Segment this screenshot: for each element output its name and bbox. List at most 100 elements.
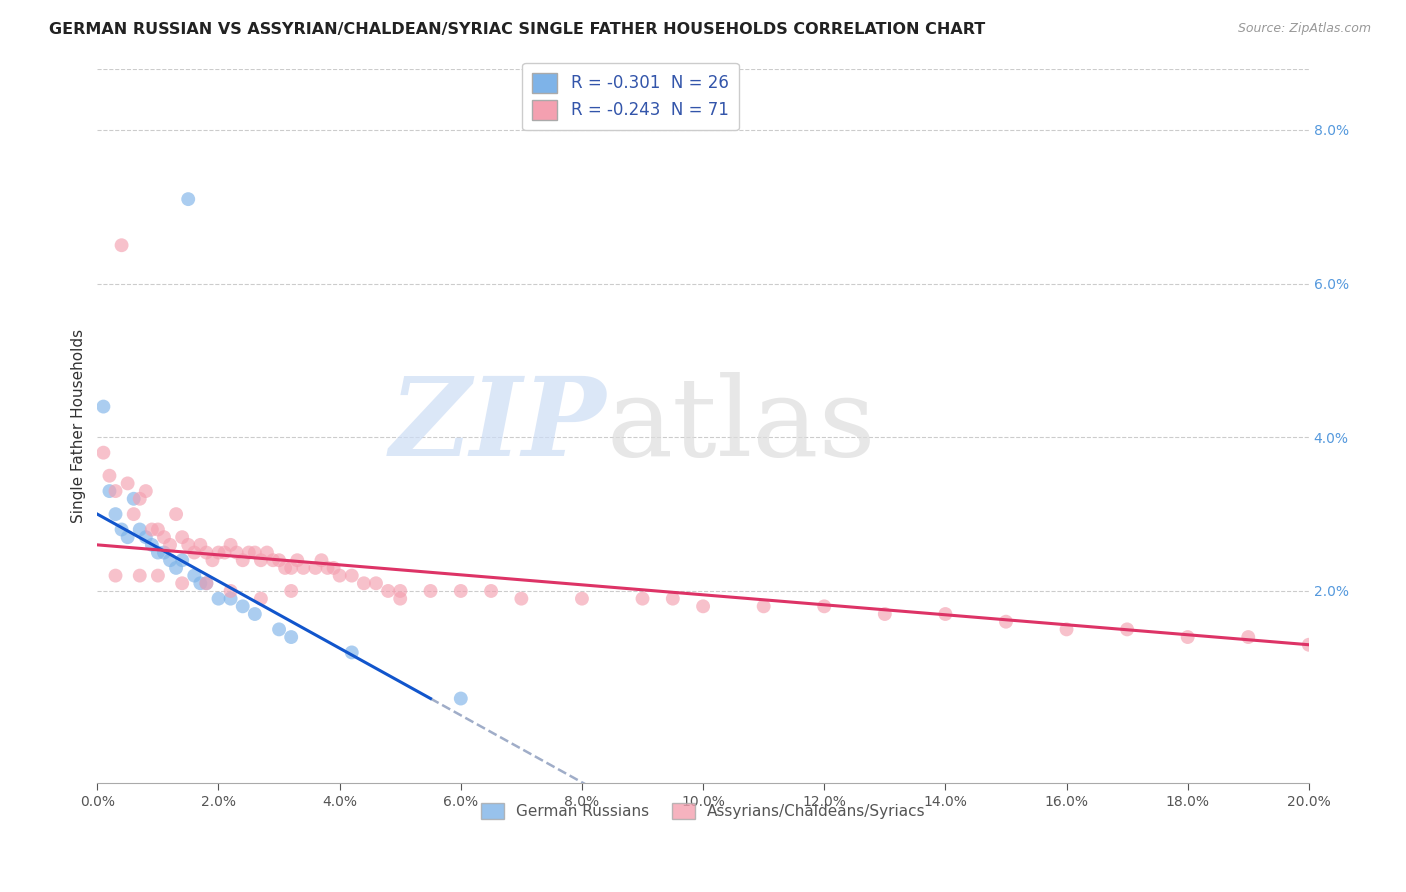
Point xyxy=(752,599,775,614)
Point xyxy=(1237,630,1260,644)
Point xyxy=(117,476,139,491)
Point xyxy=(188,538,211,552)
Point xyxy=(135,484,157,499)
Point xyxy=(238,545,260,559)
Point xyxy=(662,591,685,606)
Text: Source: ZipAtlas.com: Source: ZipAtlas.com xyxy=(1237,22,1371,36)
Point xyxy=(172,530,194,544)
Point xyxy=(183,545,205,559)
Point xyxy=(219,538,242,552)
Point xyxy=(153,530,176,544)
Point xyxy=(117,530,139,544)
Point xyxy=(364,576,387,591)
Point xyxy=(195,545,218,559)
Point xyxy=(195,576,218,591)
Point xyxy=(274,561,297,575)
Point xyxy=(267,623,290,637)
Point xyxy=(250,553,273,567)
Point xyxy=(98,484,121,499)
Point xyxy=(165,561,187,575)
Point xyxy=(172,576,194,591)
Point xyxy=(207,591,229,606)
Point xyxy=(285,553,308,567)
Text: atlas: atlas xyxy=(606,372,876,479)
Point xyxy=(322,561,344,575)
Point xyxy=(195,576,218,591)
Point xyxy=(389,591,412,606)
Point xyxy=(141,538,163,552)
Text: GERMAN RUSSIAN VS ASSYRIAN/CHALDEAN/SYRIAC SINGLE FATHER HOUSEHOLDS CORRELATION : GERMAN RUSSIAN VS ASSYRIAN/CHALDEAN/SYRI… xyxy=(49,22,986,37)
Point xyxy=(122,491,145,506)
Point xyxy=(1056,623,1078,637)
Point xyxy=(232,599,254,614)
Point xyxy=(994,615,1017,629)
Point xyxy=(1298,638,1320,652)
Point xyxy=(280,561,302,575)
Point xyxy=(692,599,714,614)
Point xyxy=(128,523,150,537)
Point xyxy=(250,591,273,606)
Point xyxy=(183,568,205,582)
Point xyxy=(631,591,654,606)
Point xyxy=(304,561,326,575)
Point xyxy=(1116,623,1139,637)
Point xyxy=(177,192,200,206)
Point xyxy=(934,607,956,621)
Point xyxy=(292,561,315,575)
Point xyxy=(207,545,229,559)
Point xyxy=(353,576,375,591)
Point xyxy=(377,584,399,599)
Legend: German Russians, Assyrians/Chaldeans/Syriacs: German Russians, Assyrians/Chaldeans/Syr… xyxy=(474,797,932,825)
Point xyxy=(135,530,157,544)
Point xyxy=(146,545,169,559)
Point xyxy=(479,584,502,599)
Point xyxy=(110,238,132,252)
Point xyxy=(98,468,121,483)
Point xyxy=(201,553,224,567)
Point xyxy=(389,584,412,599)
Point xyxy=(188,576,211,591)
Point xyxy=(177,538,200,552)
Point xyxy=(122,507,145,521)
Point xyxy=(450,691,472,706)
Point xyxy=(419,584,441,599)
Point xyxy=(329,568,352,582)
Point xyxy=(280,630,302,644)
Point xyxy=(214,545,236,559)
Point xyxy=(93,400,115,414)
Point xyxy=(243,545,266,559)
Point xyxy=(450,584,472,599)
Point xyxy=(146,523,169,537)
Point xyxy=(311,553,333,567)
Text: ZIP: ZIP xyxy=(389,372,606,480)
Point xyxy=(267,553,290,567)
Point xyxy=(256,545,278,559)
Point xyxy=(165,507,187,521)
Point xyxy=(1177,630,1199,644)
Point xyxy=(340,568,363,582)
Point xyxy=(146,568,169,582)
Point xyxy=(243,607,266,621)
Point xyxy=(316,561,339,575)
Point xyxy=(104,568,127,582)
Point xyxy=(232,553,254,567)
Point xyxy=(153,545,176,559)
Point xyxy=(225,545,247,559)
Point xyxy=(873,607,896,621)
Point xyxy=(340,645,363,659)
Point xyxy=(104,484,127,499)
Point xyxy=(128,491,150,506)
Point xyxy=(104,507,127,521)
Point xyxy=(172,553,194,567)
Point xyxy=(110,523,132,537)
Point xyxy=(262,553,284,567)
Point xyxy=(571,591,593,606)
Y-axis label: Single Father Households: Single Father Households xyxy=(72,329,86,523)
Point xyxy=(219,584,242,599)
Point xyxy=(128,568,150,582)
Point xyxy=(219,591,242,606)
Point xyxy=(93,445,115,459)
Point xyxy=(813,599,835,614)
Point xyxy=(159,538,181,552)
Point xyxy=(280,584,302,599)
